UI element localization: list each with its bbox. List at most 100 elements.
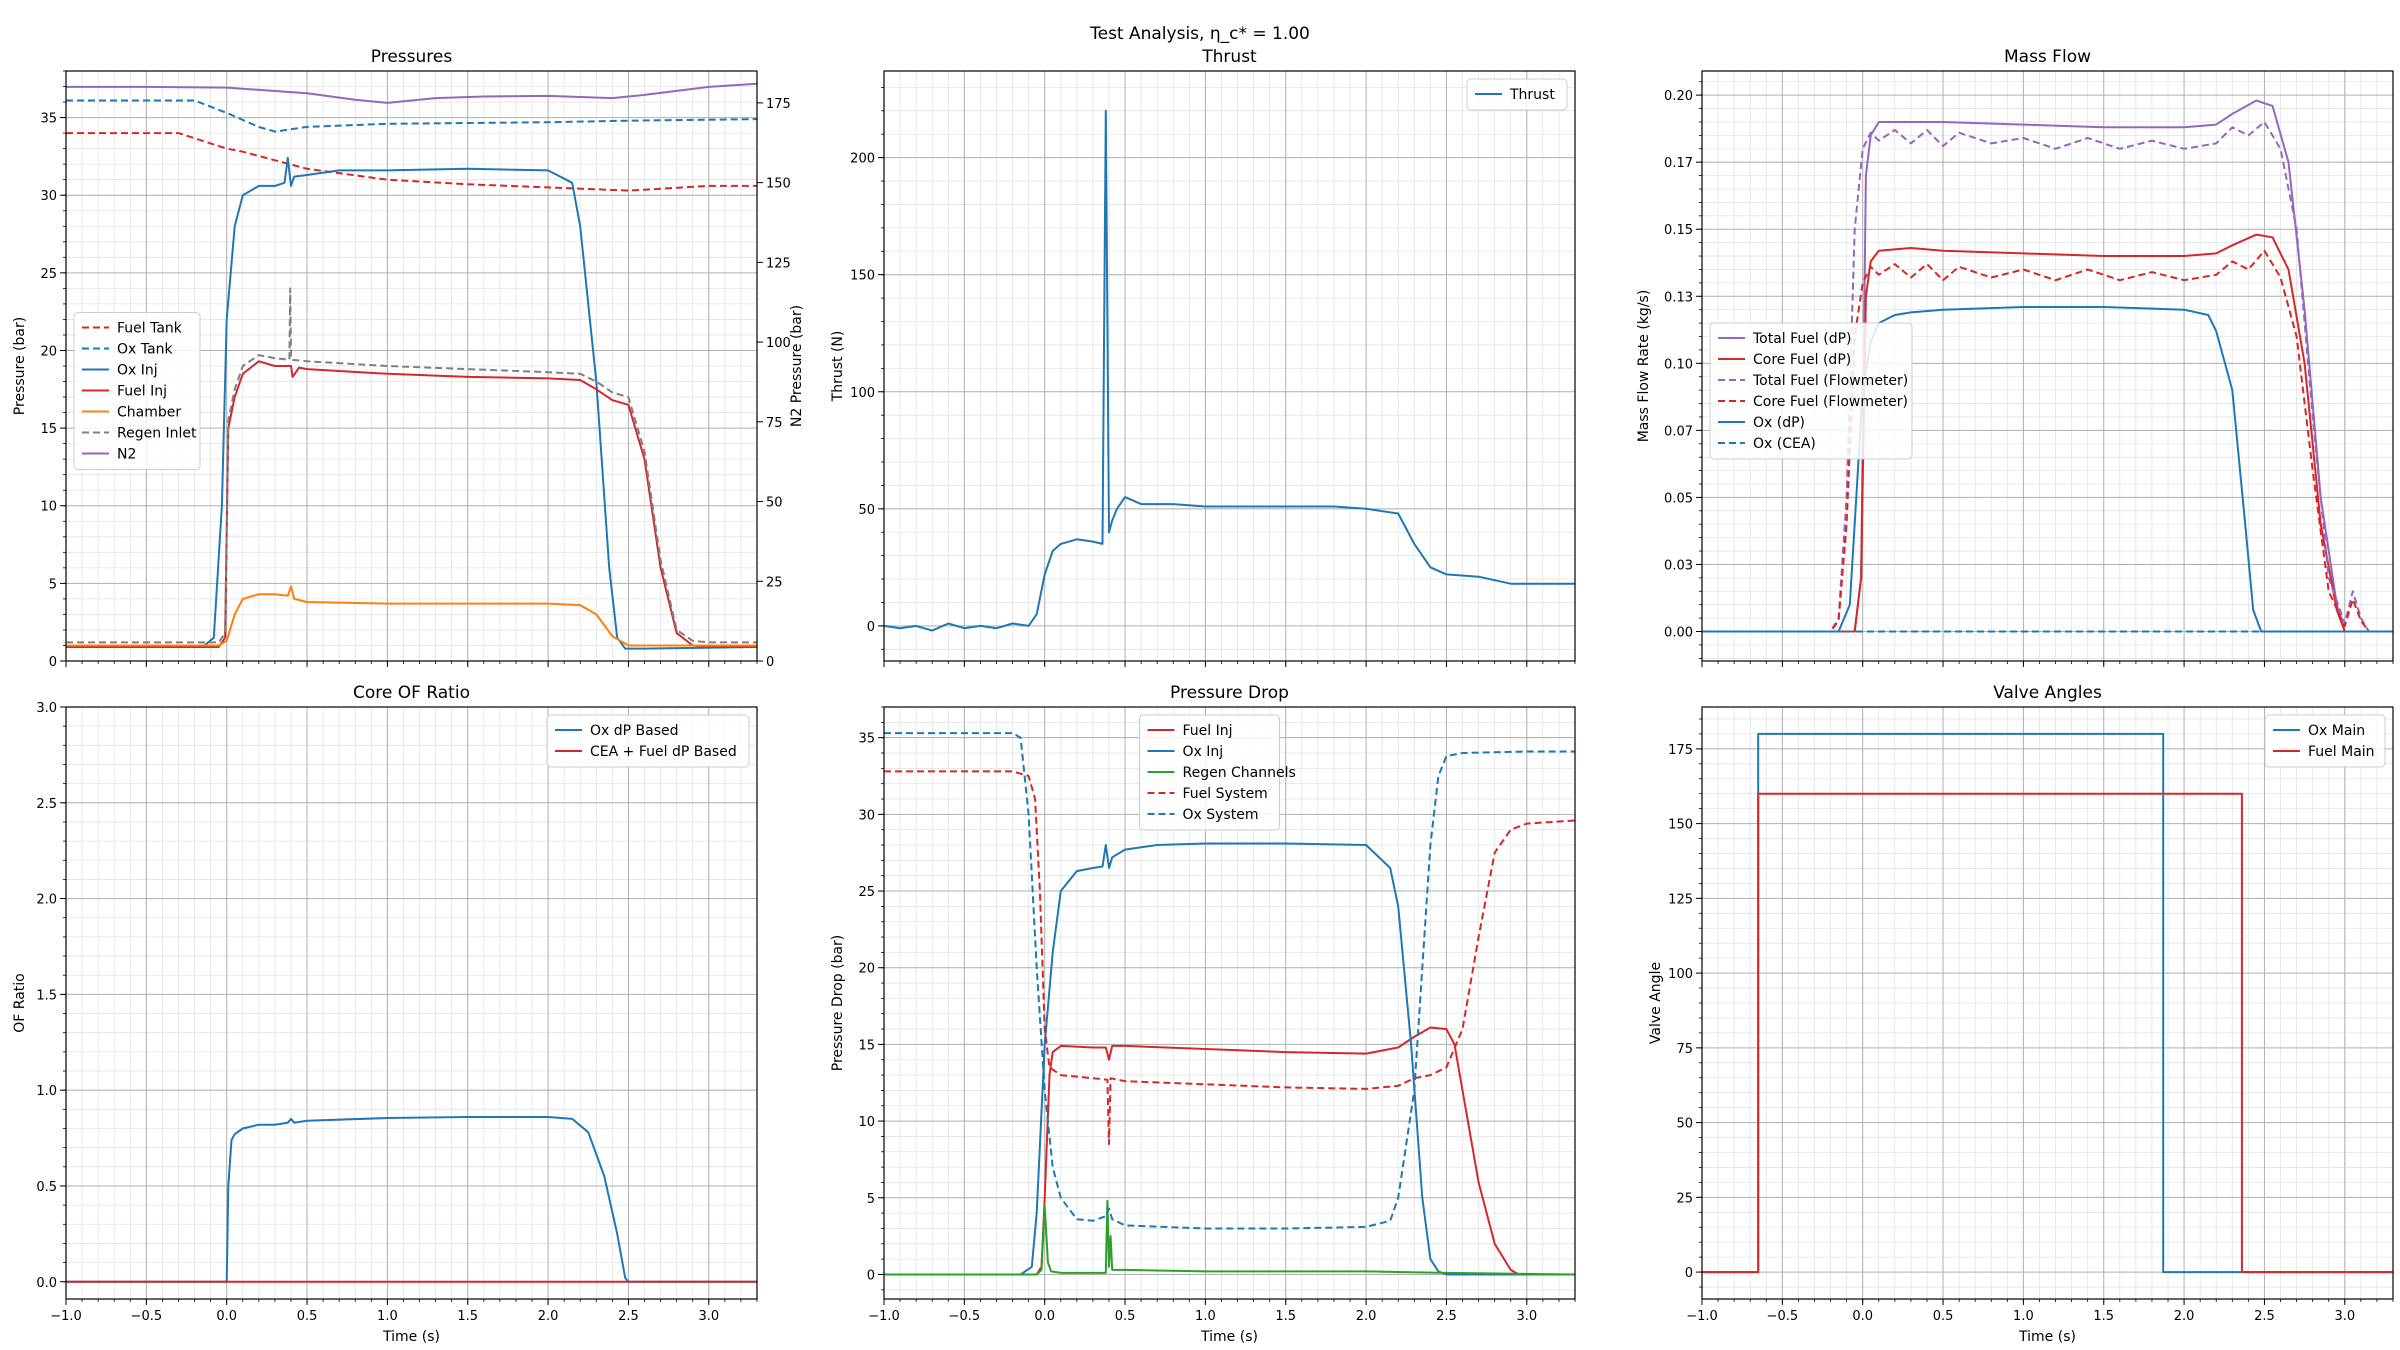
y-tick-label: 25 [1676, 1191, 1693, 1206]
x-tick-label: 2.0 [538, 1309, 559, 1324]
y-tick-label: 1.5 [36, 988, 57, 1003]
y-tick-label: 0.10 [1664, 357, 1693, 372]
y-tick-label: 30 [40, 189, 57, 204]
legend-label: Chamber [117, 405, 181, 421]
series-lines [884, 732, 1575, 1276]
legend: Fuel Inj Ox Inj Regen Channels Fuel System O… [1139, 714, 1296, 831]
x-tick-label: 0.0 [1852, 1309, 1873, 1324]
y-axis-label: Valve Angle [1648, 962, 1664, 1044]
legend-label: Fuel System [1183, 786, 1268, 802]
y-tick-label: 20 [40, 344, 57, 359]
y-axis-label: Pressure Drop (bar) [830, 935, 846, 1072]
series-line-ox-inj [884, 842, 1575, 1276]
y2-tick-label: 150 [766, 177, 791, 192]
x-tick-label: 3.0 [2334, 1309, 2355, 1324]
x-tick-label: 0.0 [216, 1309, 237, 1324]
chart-title: Valve Angles [1993, 683, 2102, 703]
x-tick-label: 0.5 [1933, 1309, 1954, 1324]
y-tick-label: 0.05 [1664, 491, 1693, 506]
chart-title: Core OF Ratio [353, 683, 470, 703]
y-axis-label: Mass Flow Rate (kg/s) [1636, 290, 1652, 443]
x-tick-label: 0.5 [297, 1309, 318, 1324]
x-tick-label: 1.5 [457, 1309, 478, 1324]
y-tick-label: 0.03 [1664, 558, 1693, 573]
legend-box [1709, 322, 1913, 460]
y-tick-label: 150 [1668, 818, 1693, 833]
y-tick-label: 175 [1668, 743, 1693, 758]
chart-title: Pressure Drop [1170, 683, 1289, 703]
chart-ofratio: −1.0 −0.5 0.0 0.5 1.0 1.5 2.0 2.5 3.0 0.0 0.5 1.0 1.… [12, 683, 758, 1345]
legend-label: Fuel Main [2308, 744, 2375, 760]
y-tick-label: 5 [867, 1192, 875, 1207]
y-tick-label: 30 [858, 808, 875, 823]
legend-label: CEA + Fuel dP Based [590, 744, 737, 760]
y-tick-label: 1.0 [36, 1084, 57, 1099]
y-tick-label: 50 [1676, 1117, 1693, 1132]
legend-box [1139, 714, 1280, 831]
x-tick-label: 2.5 [1436, 1309, 1457, 1324]
legend: Ox dP Based CEA + Fuel dP Based [546, 714, 750, 768]
y-tick-label: 0.0 [36, 1276, 57, 1291]
axes-frame [883, 70, 1576, 662]
x-tick-label: −1.0 [1686, 1309, 1718, 1324]
y-tick-label: 35 [858, 732, 875, 747]
x-axis-label: Time (s) [2018, 1329, 2076, 1345]
chart-title: Pressures [371, 47, 453, 67]
legend-label: Fuel Tank [117, 321, 183, 337]
x-tick-label: 1.0 [1195, 1309, 1216, 1324]
y2-tick-label: 100 [766, 336, 791, 351]
x-tick-label: 1.5 [2093, 1309, 2114, 1324]
series-line-ox-system [884, 732, 1575, 1230]
x-tick-label: 2.5 [2254, 1309, 2275, 1324]
y-tick-label: 10 [858, 1115, 875, 1130]
chart-pressures: 0 5 10 15 20 25 30 35 0 25 50 75 100 125 150 175 N2 Pres… [12, 47, 805, 670]
series-line-fuel-tank [66, 132, 757, 192]
legend-box [546, 714, 750, 768]
chart-title: Mass Flow [2004, 47, 2091, 67]
y-axis-label: Thrust (N) [830, 331, 846, 403]
x-tick-label: −1.0 [50, 1309, 82, 1324]
x-tick-label: −0.5 [949, 1309, 981, 1324]
legend: Thrust [1466, 78, 1568, 111]
legend: Total Fuel (dP) Core Fuel (dP) Total Fuel … [1709, 322, 1913, 460]
y-tick-label: 100 [850, 386, 875, 401]
x-tick-label: 2.0 [1356, 1309, 1377, 1324]
grid [883, 706, 1576, 1299]
series-lines [1702, 99, 2393, 633]
series-line-regen-inlet [66, 287, 757, 644]
legend-box [1466, 78, 1568, 111]
series-line-core-fuel-dp- [1702, 233, 2393, 633]
series-lines [884, 109, 1575, 632]
series-line-total-fuel-dp- [1702, 99, 2393, 633]
legend-label: Ox Inj [1183, 744, 1224, 760]
y-tick-label: 0.17 [1664, 156, 1693, 171]
y-axis-label: Pressure (bar) [12, 317, 28, 415]
legend-label: Fuel Inj [117, 384, 167, 400]
y2-tick-label: 50 [766, 496, 783, 511]
series-line-fuel-system [884, 770, 1575, 1146]
series-line-ox-inj [66, 156, 757, 650]
x-tick-label: −0.5 [131, 1309, 163, 1324]
y-tick-label: 0.5 [36, 1180, 57, 1195]
chart-title: Thrust [1201, 47, 1257, 67]
y-tick-label: 2.0 [36, 893, 57, 908]
legend-label: Ox (dP) [1753, 415, 1805, 431]
axes-frame [883, 706, 1576, 1300]
axes-frame [1701, 70, 2394, 662]
legend-label: Thrust [1509, 87, 1555, 103]
series-line-n2 [66, 82, 757, 104]
y-tick-label: 0.07 [1664, 424, 1693, 439]
y-tick-label: 0.13 [1664, 290, 1693, 305]
x-tick-label: 3.0 [1516, 1309, 1537, 1324]
grid [65, 706, 758, 1299]
legend: Fuel Tank Ox Tank Ox Inj Fuel Inj Chamber Reg… [73, 312, 201, 470]
y-tick-label: 0.15 [1664, 223, 1693, 238]
y2-axis-label: N2 Pressure (bar) [789, 305, 805, 427]
legend-label: Ox (CEA) [1753, 436, 1816, 452]
x-tick-label: 0.5 [1115, 1309, 1136, 1324]
ticks: 0 5 10 15 20 25 30 35 0 25 50 75 100 125 150 175 [40, 70, 791, 670]
y2-tick-label: 125 [766, 256, 791, 271]
